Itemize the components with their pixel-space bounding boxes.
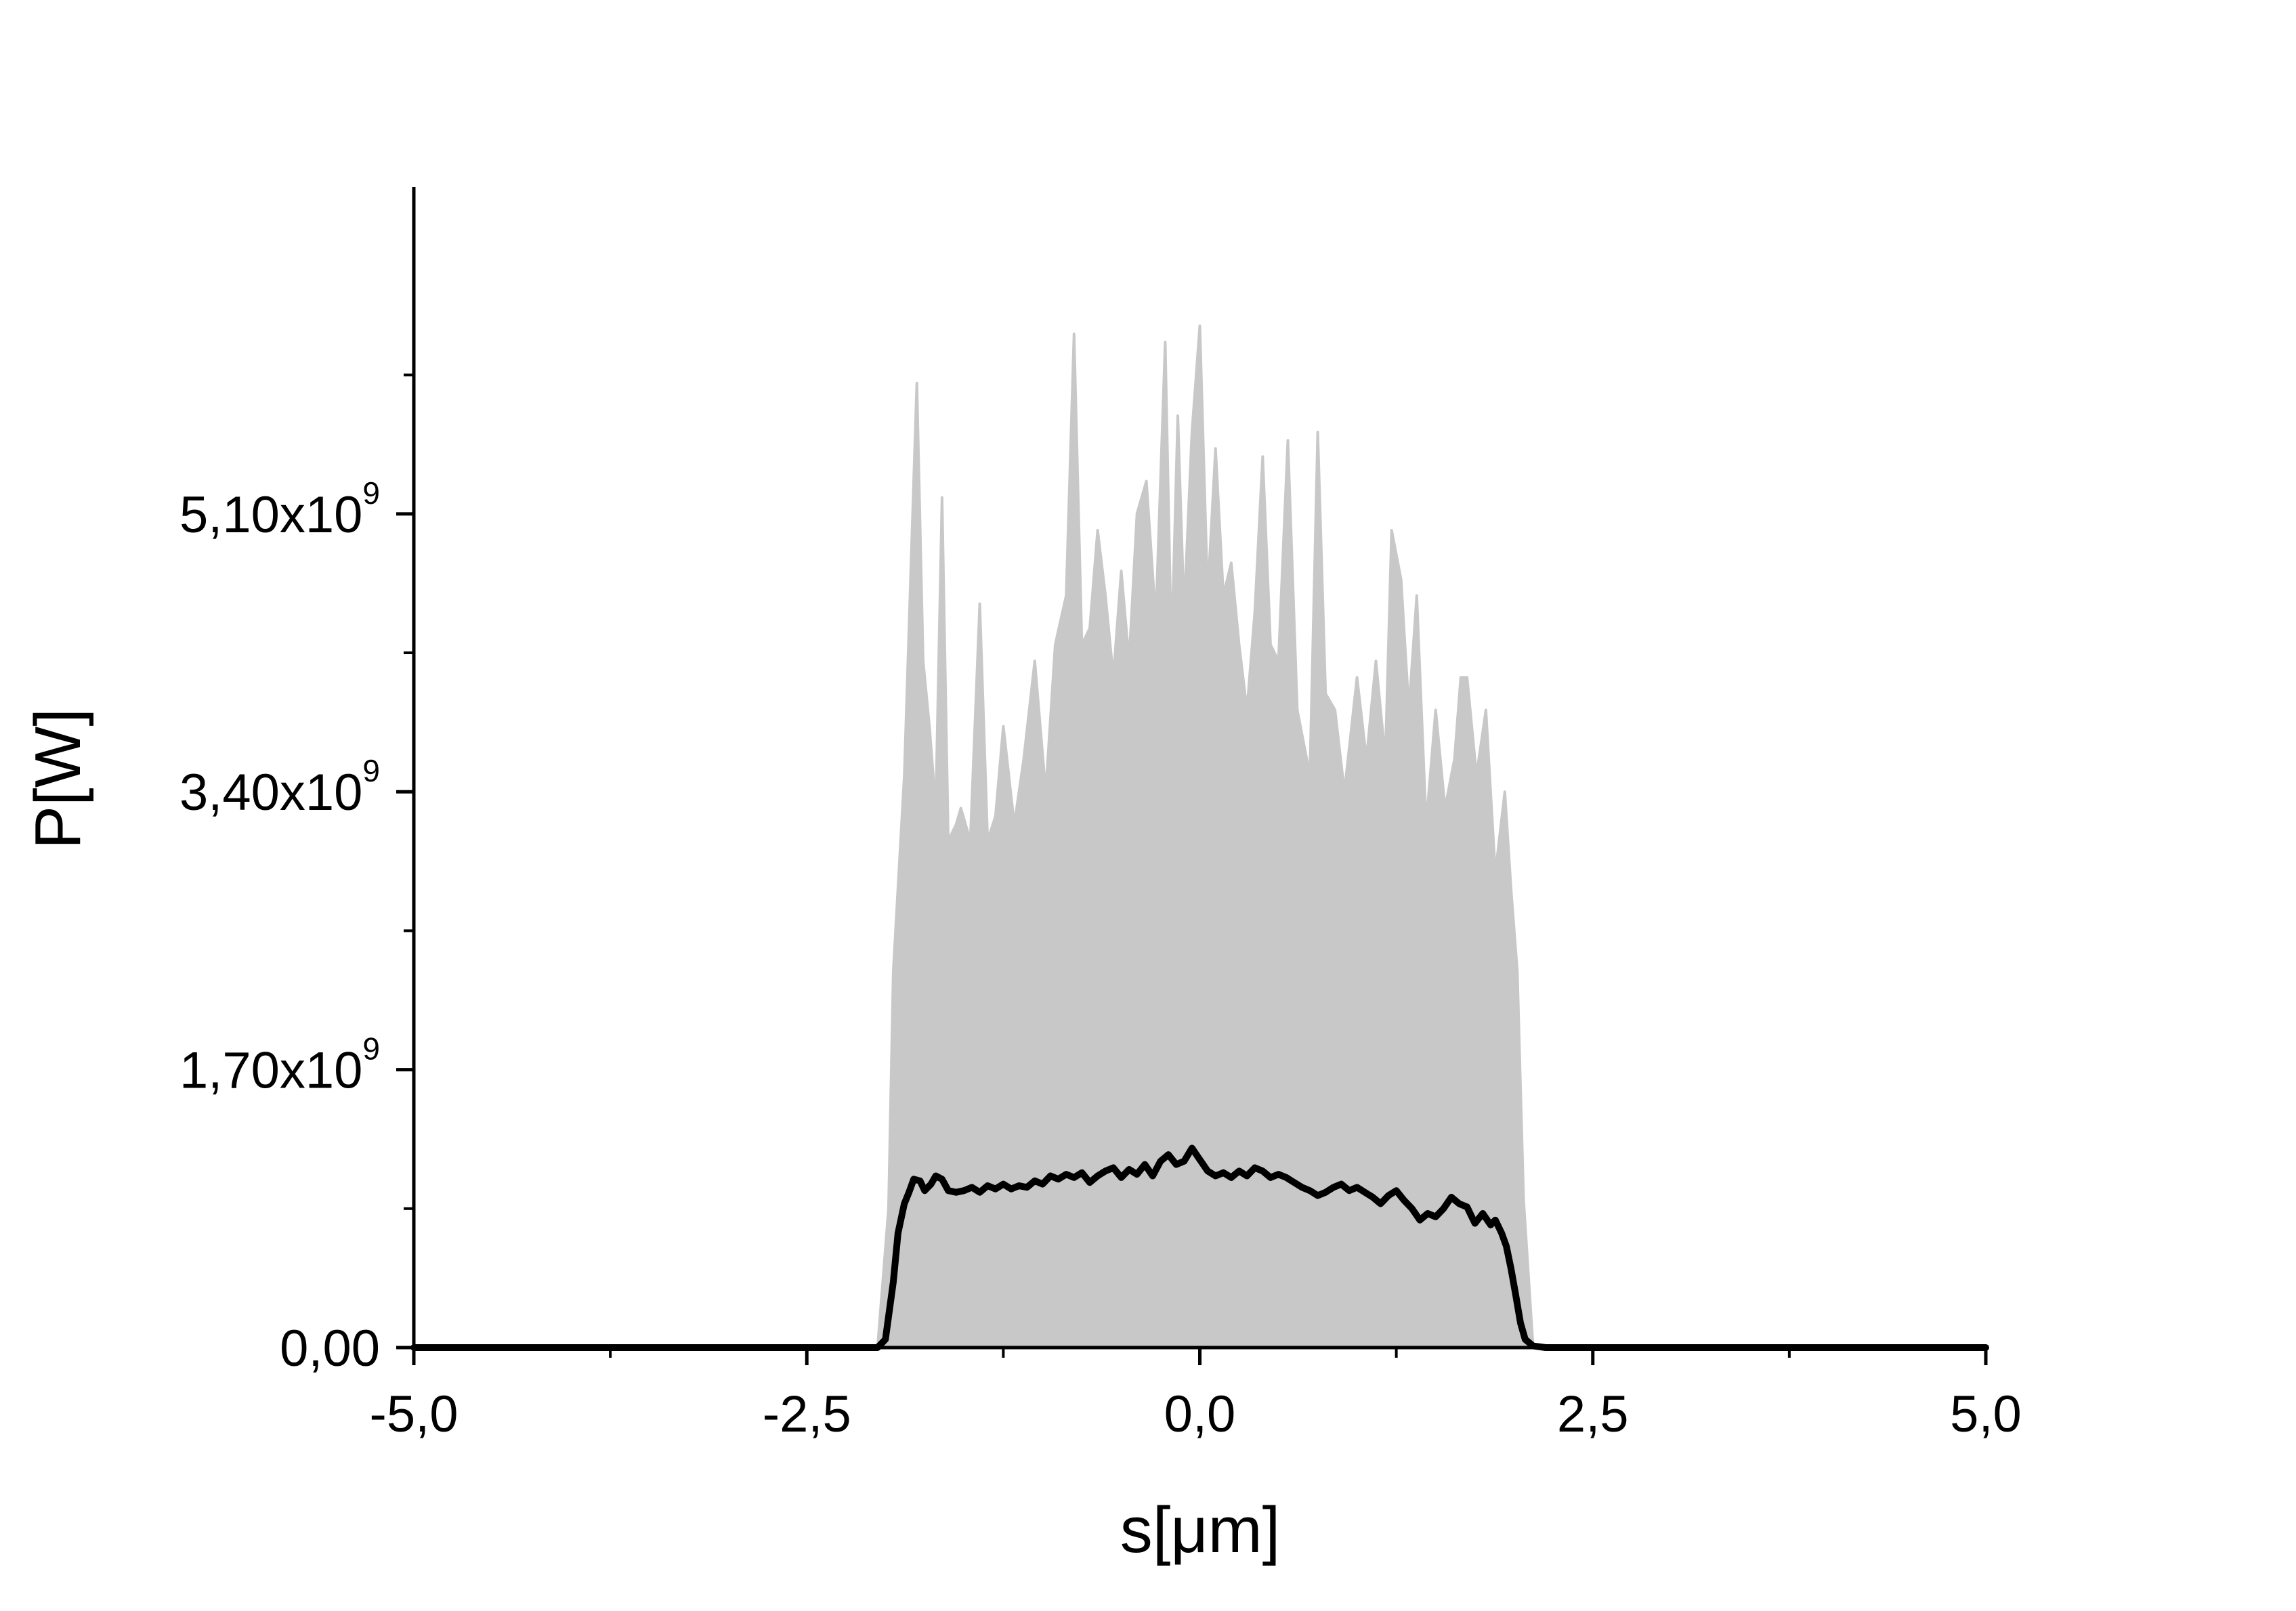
x-axis-title: s[μm] (1120, 1494, 1281, 1566)
x-tick-label: 2,5 (1557, 1386, 1629, 1443)
average-line (410, 1144, 1989, 1351)
y-tick-exponent: 9 (362, 475, 380, 511)
plot-area (410, 324, 1989, 1351)
tick-labels: -5,0 -2,5 0,0 2,5 5,0 0,00 1,70x109 3,40x109 5,1… (179, 475, 2022, 1443)
y-tick-label: 0,00 (280, 1320, 380, 1377)
x-tick-label: -2,5 (763, 1386, 851, 1443)
y-axis-title: P[W] (22, 708, 94, 849)
x-tick-label: 5,0 (1950, 1386, 2022, 1443)
axes (396, 187, 1988, 1365)
y-tick-label: 3,40x109 (179, 753, 380, 821)
y-tick-label: 5,10x109 (179, 475, 380, 544)
x-tick-label: 0,0 (1164, 1386, 1236, 1443)
shots-fill (877, 786, 1533, 1348)
x-tick-label: -5,0 (370, 1386, 459, 1443)
y-tick-label: 1,70x109 (179, 1031, 380, 1100)
y-tick-exponent: 9 (362, 1031, 380, 1067)
y-tick-exponent: 9 (362, 753, 380, 788)
